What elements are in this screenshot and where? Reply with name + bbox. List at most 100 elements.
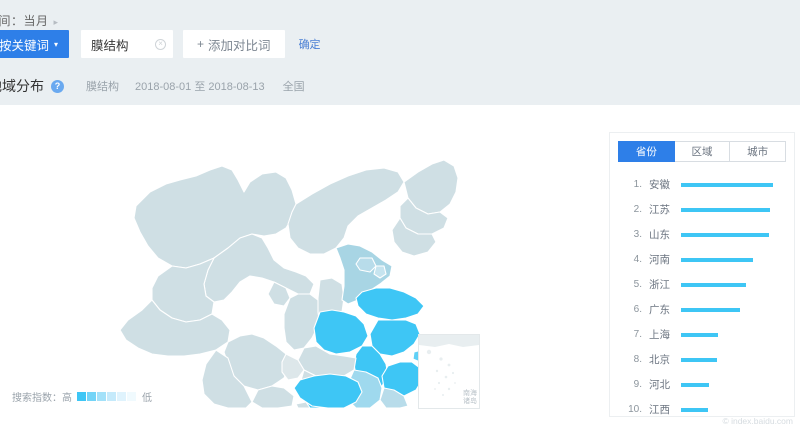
rank-province-name[interactable]: 安徽 [649, 179, 670, 191]
rank-bar [681, 407, 708, 412]
province-fujian [379, 387, 409, 408]
province-liaoning [391, 217, 437, 257]
rank-province-name[interactable]: 浙江 [649, 279, 670, 291]
rank-province-name[interactable]: 北京 [649, 354, 670, 366]
rank-bar [681, 282, 747, 287]
province-inner-mongolia [287, 167, 405, 255]
rank-row[interactable]: 7. 上海 [610, 322, 794, 347]
province-hainan-island [295, 401, 311, 408]
tab-region[interactable]: 区域 [673, 141, 731, 162]
time-filter[interactable]: 时间：当月 ▸ [0, 12, 59, 29]
legend-swatch-5 [117, 392, 126, 401]
province-xinjiang [133, 165, 297, 269]
rank-row[interactable]: 6. 广东 [610, 297, 794, 322]
tab-city[interactable]: 城市 [729, 141, 787, 162]
rank-row[interactable]: 2. 江苏 [610, 197, 794, 222]
rank-province-name[interactable]: 河南 [649, 254, 670, 266]
rank-number: 4. [633, 254, 642, 265]
chevron-down-icon: ▾ [54, 40, 59, 49]
rank-province-name[interactable]: 上海 [649, 329, 670, 341]
province-guizhou [251, 385, 295, 408]
rank-province-name[interactable]: 江苏 [649, 204, 670, 216]
rank-number: 7. [633, 329, 642, 340]
province-guangdong-body [293, 373, 363, 408]
rank-row[interactable]: 10. 江西 [610, 397, 794, 422]
add-compare-button[interactable]: + 添加对比词 [183, 30, 285, 58]
province-tianjin [373, 265, 387, 279]
clear-icon[interactable]: × [155, 38, 167, 50]
province-henan [313, 309, 369, 355]
tab-province[interactable]: 省份 [618, 141, 675, 162]
map-legend: 搜索指数： 高 低 [12, 389, 152, 404]
legend-title: 搜索指数： [12, 393, 62, 404]
rank-number: 3. [633, 229, 642, 240]
rank-number: 6. [633, 304, 642, 315]
legend-swatch-2 [87, 392, 96, 401]
page-title: 地域分布 [0, 78, 44, 94]
region-rank-panel: 省份 区域 城市 1. 安徽 2. 江苏 3. 山东 4. 河南 5. 浙江 6. 广东 7. 上海 8. 北京 9… [609, 132, 795, 417]
province-jiangsu [369, 319, 421, 357]
filter-controls: 按关键词 ▾ 膜结构 × + 添加对比词 确定 [0, 30, 321, 58]
rank-number: 2. [633, 204, 642, 215]
rank-row[interactable]: 5. 浙江 [610, 272, 794, 297]
rank-row[interactable]: 8. 北京 [610, 347, 794, 372]
china-map-svg [119, 159, 459, 408]
legend-low-label: 低 [142, 393, 152, 404]
add-compare-label: 添加对比词 [208, 38, 271, 53]
rank-bar [681, 307, 740, 312]
province-zhejiang [381, 361, 423, 397]
filter-toolbar: 时间：当月 ▸ 按关键词 ▾ 膜结构 × + 添加对比词 确定 [0, 0, 800, 105]
province-chongqing [281, 353, 305, 381]
south-sea-inset-svg [419, 335, 479, 396]
province-yunnan [201, 349, 253, 408]
province-tibet [119, 299, 231, 357]
watermark: © index.baidu.com [722, 416, 793, 426]
rank-list: 1. 安徽 2. 江苏 3. 山东 4. 河南 5. 浙江 6. 广东 7. 上海 8. 北京 9. 河北 10. 江… [610, 172, 794, 422]
panel-tabs: 省份 区域 城市 [618, 141, 787, 162]
rank-row[interactable]: 4. 河南 [610, 247, 794, 272]
legend-swatch-4 [107, 392, 116, 401]
rank-bar [681, 182, 773, 187]
rank-province-name[interactable]: 山东 [649, 229, 670, 241]
plus-icon: + [197, 37, 205, 51]
rank-row[interactable]: 3. 山东 [610, 222, 794, 247]
rank-province-name[interactable]: 河北 [649, 379, 670, 391]
province-shandong [355, 287, 425, 321]
keyword-mode-label: 按关键词 [0, 38, 50, 53]
inset-label-line1: 南海 [463, 389, 477, 397]
legend-high-label: 高 [62, 393, 72, 404]
province-ningxia [267, 281, 291, 307]
legend-swatch-3 [97, 392, 106, 401]
south-sea-inset-label: 南海 诸岛 [463, 390, 477, 406]
rank-number: 5. [633, 279, 642, 290]
time-filter-label: 时间：当月 [0, 14, 49, 28]
legend-swatches [77, 392, 137, 401]
province-shaanxi [283, 293, 321, 351]
help-icon[interactable]: ? [51, 79, 64, 93]
rank-bar [681, 207, 771, 212]
rank-row[interactable]: 1. 安徽 [610, 172, 794, 197]
section-region: 全国 [282, 81, 305, 93]
rank-number: 9. [633, 379, 642, 390]
keyword-mode-button[interactable]: 按关键词 ▾ [0, 30, 70, 58]
confirm-button[interactable]: 确定 [298, 39, 321, 51]
section-date-range: 2018-08-01 至 2018-08-13 [135, 81, 265, 93]
keyword-input[interactable]: 膜结构 × [81, 30, 174, 58]
rank-bar [681, 382, 709, 387]
inset-label-line2: 诸岛 [463, 397, 477, 405]
rank-bar [681, 257, 753, 262]
south-sea-inset: 南海 诸岛 [418, 334, 480, 409]
legend-swatch-6 [127, 392, 136, 401]
china-map[interactable]: 南海 诸岛 [0, 108, 596, 409]
section-header: 地域分布 ? 膜结构 2018-08-01 至 2018-08-13 全国 [0, 76, 305, 96]
legend-swatch-1 [77, 392, 86, 401]
rank-province-name[interactable]: 广东 [649, 304, 670, 316]
rank-bar [681, 332, 718, 337]
rank-province-name[interactable]: 江西 [649, 404, 670, 416]
rank-bar [681, 357, 717, 362]
rank-bar [681, 232, 770, 237]
rank-number: 1. [633, 179, 642, 190]
rank-row[interactable]: 9. 河北 [610, 372, 794, 397]
province-jilin [399, 197, 449, 235]
